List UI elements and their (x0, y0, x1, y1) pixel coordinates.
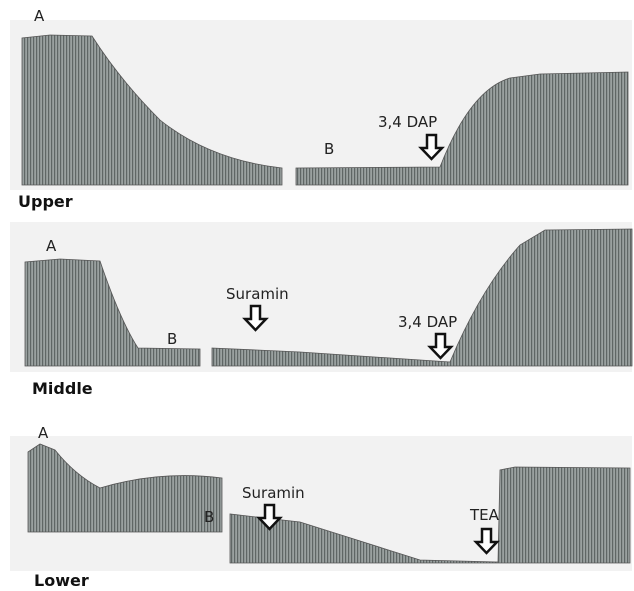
arrow (242, 304, 269, 332)
drug-label: 3,4 DAP (378, 113, 437, 131)
drug-label: 3,4 DAP (398, 313, 457, 331)
label-b: B (204, 508, 214, 526)
label-b: B (324, 140, 334, 158)
panel-name: Upper (18, 192, 73, 211)
arrow (427, 332, 454, 360)
label-a: A (46, 237, 57, 255)
label-b: B (167, 330, 177, 348)
label-a: A (38, 424, 49, 442)
arrow (418, 133, 445, 161)
trace (24, 258, 201, 367)
trace (27, 443, 223, 533)
drug-label: Suramin (226, 285, 289, 303)
panel-name: Lower (34, 571, 89, 590)
arrow (473, 527, 500, 555)
trace (211, 228, 633, 367)
trace (295, 71, 629, 186)
panel-name: Middle (32, 379, 93, 398)
trace (21, 34, 283, 186)
drug-label: TEA (469, 506, 500, 524)
label-a: A (34, 7, 45, 25)
drug-label: Suramin (242, 484, 305, 502)
arrow (256, 503, 283, 531)
